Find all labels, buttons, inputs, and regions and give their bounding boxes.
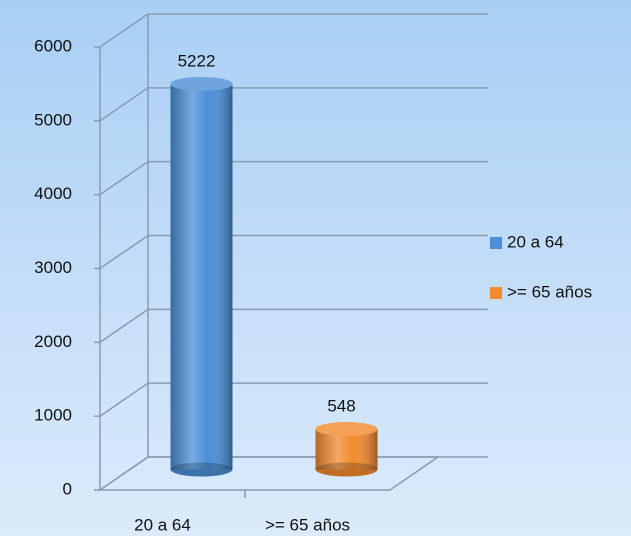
cylinder-top — [170, 76, 233, 91]
legend-label: 20 a 64 — [507, 232, 564, 251]
grid-line — [99, 234, 488, 270]
data-label: 5222 — [178, 51, 216, 70]
cylinder-top — [315, 422, 378, 437]
y-tick-label: 4000 — [34, 184, 72, 203]
y-tick-label: 3000 — [34, 258, 72, 277]
bar-shading — [170, 462, 233, 477]
legend-label: >= 65 años — [507, 282, 592, 301]
x-tick-label: 20 a 64 — [134, 515, 191, 534]
data-label: 548 — [327, 397, 355, 416]
legend-swatch — [490, 237, 502, 249]
grid-line — [99, 160, 488, 196]
y-tick-label: 0 — [63, 479, 72, 498]
y-tick-label: 6000 — [34, 36, 72, 55]
x-tick-label: >= 65 años — [265, 515, 350, 534]
cylinder-top — [170, 76, 233, 91]
cylinder-top — [315, 422, 378, 437]
grid-line — [99, 308, 488, 343]
grid-line — [99, 13, 488, 48]
y-tick-label: 5000 — [34, 110, 72, 129]
bar-shading — [315, 462, 378, 477]
legend-swatch — [490, 287, 502, 299]
grid-line — [99, 382, 488, 417]
grid-line — [99, 87, 488, 122]
y-tick-label: 2000 — [34, 332, 72, 351]
y-tick-label: 1000 — [34, 406, 72, 425]
bar-shading — [170, 83, 233, 470]
